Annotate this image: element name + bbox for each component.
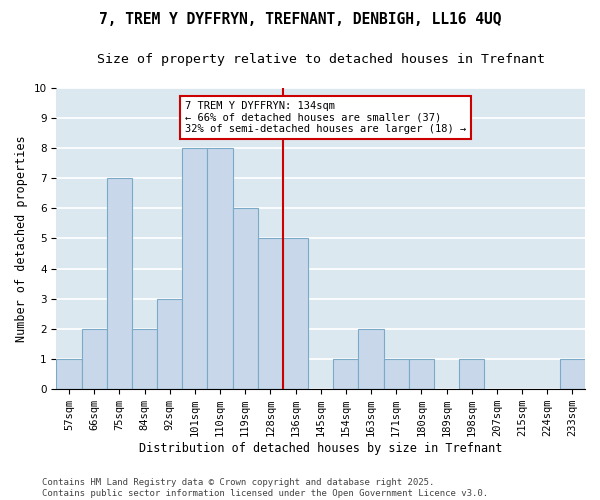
Bar <box>560 359 585 389</box>
Bar <box>157 298 182 389</box>
Bar <box>182 148 208 389</box>
Bar <box>132 329 157 389</box>
Bar <box>233 208 258 389</box>
Y-axis label: Number of detached properties: Number of detached properties <box>15 135 28 342</box>
Bar <box>82 329 107 389</box>
X-axis label: Distribution of detached houses by size in Trefnant: Distribution of detached houses by size … <box>139 442 502 455</box>
Bar <box>107 178 132 389</box>
Bar <box>208 148 233 389</box>
Bar <box>283 238 308 389</box>
Text: Contains HM Land Registry data © Crown copyright and database right 2025.
Contai: Contains HM Land Registry data © Crown c… <box>42 478 488 498</box>
Bar <box>383 359 409 389</box>
Title: Size of property relative to detached houses in Trefnant: Size of property relative to detached ho… <box>97 52 545 66</box>
Bar <box>258 238 283 389</box>
Text: 7 TREM Y DYFFRYN: 134sqm
← 66% of detached houses are smaller (37)
32% of semi-d: 7 TREM Y DYFFRYN: 134sqm ← 66% of detach… <box>185 101 466 134</box>
Bar <box>333 359 358 389</box>
Bar <box>358 329 383 389</box>
Bar <box>56 359 82 389</box>
Text: 7, TREM Y DYFFRYN, TREFNANT, DENBIGH, LL16 4UQ: 7, TREM Y DYFFRYN, TREFNANT, DENBIGH, LL… <box>99 12 501 28</box>
Bar <box>409 359 434 389</box>
Bar <box>459 359 484 389</box>
